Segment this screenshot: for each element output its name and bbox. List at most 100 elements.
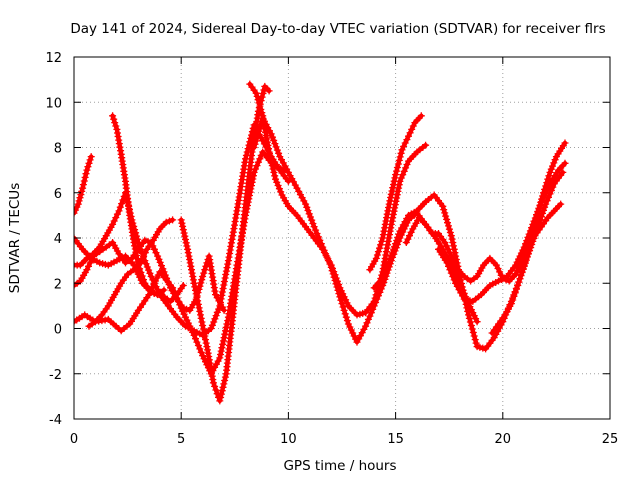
- plus-marker: [185, 252, 193, 260]
- plus-marker: [507, 300, 515, 308]
- plus-marker: [256, 102, 264, 110]
- plus-marker: [450, 276, 458, 284]
- plus-marker: [397, 174, 405, 182]
- plus-marker: [258, 93, 266, 101]
- plus-marker: [183, 242, 191, 250]
- plus-marker: [537, 198, 545, 206]
- plus-marker: [165, 217, 173, 225]
- plus-marker: [534, 208, 542, 216]
- plus-marker: [523, 251, 531, 258]
- plus-marker: [392, 171, 400, 179]
- plus-marker: [112, 122, 120, 130]
- plus-marker: [530, 222, 538, 230]
- plus-marker: [183, 305, 191, 313]
- plus-marker: [510, 292, 518, 300]
- plus-marker: [82, 170, 90, 178]
- plus-marker: [344, 320, 352, 328]
- plus-marker: [141, 236, 149, 244]
- plus-marker: [118, 200, 126, 208]
- plus-marker: [350, 332, 358, 340]
- plus-marker: [378, 237, 386, 245]
- plus-marker: [531, 219, 539, 226]
- plus-marker: [254, 96, 262, 104]
- plus-marker: [347, 326, 355, 334]
- plus-marker: [74, 203, 81, 211]
- plus-marker: [161, 271, 169, 279]
- plus-marker: [86, 156, 94, 164]
- series-satellite-pass-11: [366, 112, 425, 274]
- plus-marker: [443, 259, 451, 267]
- plus-marker: [422, 141, 430, 149]
- plus-marker: [202, 336, 209, 344]
- plus-marker: [390, 246, 397, 254]
- plus-marker: [445, 222, 452, 230]
- plus-marker: [402, 164, 410, 172]
- plus-marker: [217, 347, 225, 355]
- plus-marker: [472, 339, 480, 347]
- plus-marker: [268, 162, 276, 170]
- plus-marker: [182, 313, 189, 321]
- plus-marker: [159, 265, 167, 273]
- plus-marker: [194, 297, 202, 305]
- plus-marker: [180, 229, 188, 237]
- plus-marker: [221, 330, 229, 338]
- plus-marker: [511, 289, 519, 297]
- plus-marker: [219, 337, 227, 345]
- plus-marker: [409, 122, 417, 130]
- plus-marker: [220, 380, 228, 388]
- plus-marker: [391, 204, 399, 212]
- plus-marker: [310, 223, 318, 231]
- plus-marker: [457, 276, 465, 284]
- plus-marker: [258, 109, 266, 117]
- plus-marker: [216, 397, 224, 405]
- plus-marker: [383, 210, 391, 218]
- plus-marker: [557, 200, 565, 208]
- plus-marker: [546, 168, 554, 176]
- plus-marker: [76, 194, 84, 202]
- plus-marker: [328, 267, 336, 275]
- plus-marker: [112, 214, 120, 222]
- plus-marker: [265, 87, 273, 95]
- plus-marker: [253, 134, 261, 142]
- plus-marker: [392, 197, 400, 205]
- plus-marker: [322, 250, 330, 258]
- x-tick-label: 0: [70, 432, 78, 447]
- plus-marker: [79, 184, 87, 192]
- plus-marker: [189, 276, 197, 284]
- plus-marker: [85, 159, 93, 167]
- x-tick-label: 25: [602, 432, 619, 447]
- plus-marker: [391, 243, 398, 251]
- plus-marker: [213, 308, 221, 316]
- plus-marker: [372, 254, 380, 262]
- plus-marker: [265, 148, 273, 156]
- plus-marker: [116, 203, 124, 211]
- plus-marker: [194, 342, 202, 349]
- plus-marker: [196, 307, 204, 315]
- plus-marker: [513, 258, 521, 266]
- plus-marker: [561, 139, 569, 147]
- plus-marker: [137, 268, 145, 276]
- plus-marker: [342, 313, 350, 321]
- plus-marker: [210, 318, 218, 326]
- plus-marker: [545, 172, 553, 180]
- plus-marker: [253, 162, 261, 170]
- series-satellite-pass-7: [109, 112, 168, 299]
- plus-marker: [445, 262, 452, 270]
- plus-marker: [473, 318, 481, 326]
- plus-marker: [379, 275, 387, 283]
- plus-marker: [519, 246, 527, 254]
- plus-marker: [209, 379, 217, 387]
- plus-marker: [307, 213, 314, 221]
- x-tick-label: 10: [280, 432, 297, 447]
- plus-marker: [183, 316, 191, 324]
- plus-marker: [79, 181, 87, 189]
- plus-marker: [252, 137, 260, 145]
- plus-marker: [199, 352, 207, 360]
- plus-marker: [314, 233, 322, 241]
- plus-marker: [140, 276, 147, 284]
- plus-marker: [496, 268, 504, 276]
- plus-marker: [180, 310, 188, 318]
- plus-marker: [449, 256, 457, 263]
- grid-lines: [74, 57, 610, 419]
- y-tick-label: 0: [54, 323, 62, 338]
